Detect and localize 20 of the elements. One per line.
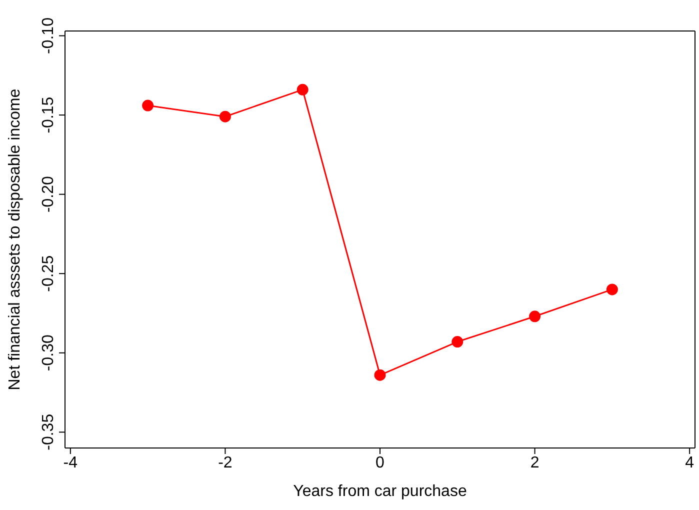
y-tick-label: -0.15 bbox=[40, 96, 57, 134]
point bbox=[219, 110, 231, 122]
y-tick-label: -0.20 bbox=[40, 176, 57, 213]
x-tick-label: 2 bbox=[530, 454, 540, 472]
point bbox=[296, 84, 308, 96]
y-tick-label: -0.35 bbox=[40, 414, 57, 450]
x-tick-label: 4 bbox=[685, 454, 694, 472]
x-axis-title: Years from car purchase bbox=[293, 483, 467, 500]
point bbox=[529, 310, 541, 322]
point bbox=[606, 284, 618, 296]
x-tick-label: -2 bbox=[218, 454, 232, 472]
y-tick-label: -0.10 bbox=[40, 17, 57, 54]
y-axis-title: Net financial asssets to disposable income bbox=[6, 88, 24, 390]
y-tick-label: -0.25 bbox=[40, 255, 57, 292]
y-tick-label: -0.30 bbox=[40, 334, 57, 372]
x-tick-label: -4 bbox=[63, 454, 78, 472]
point bbox=[142, 100, 154, 112]
point bbox=[374, 369, 386, 381]
x-tick-label: 0 bbox=[376, 454, 385, 472]
point bbox=[452, 336, 464, 348]
